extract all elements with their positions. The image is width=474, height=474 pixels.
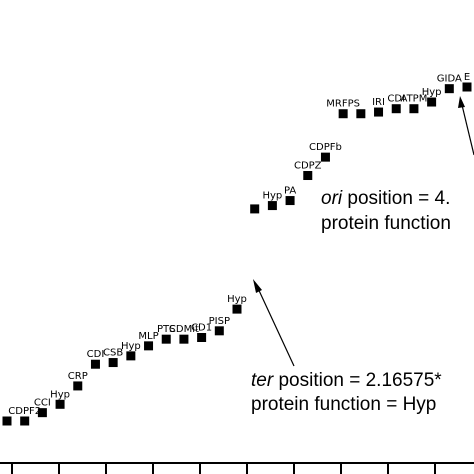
point-label: E [464,72,470,83]
ori-arrow-line [461,104,474,156]
data-point [338,109,348,119]
data-point [55,399,65,409]
point-label: Hyp [121,341,141,352]
point-label: MLP [138,331,158,342]
point-label: CRP [68,371,88,382]
data-point [409,104,419,114]
ori-arrow-head [458,96,465,108]
data-point [144,341,154,351]
ori-italic: ori [321,188,343,209]
annotations: ter position = 2.16575* protein function… [251,96,474,415]
ter-annotation-line1: ter position = 2.16575* [251,370,442,391]
data-point [444,84,454,94]
point-label: CDI [387,94,405,105]
data-point [90,359,100,369]
point-label: CDI [87,349,105,360]
x-ticks [11,463,436,474]
data-point [108,358,118,368]
data-point [285,196,295,206]
data-point [320,152,330,162]
point-label: Hyp [422,87,442,98]
point-label: Hyp [50,389,70,400]
point-label: CSB [103,348,123,359]
point-label: CCI [34,398,51,409]
ter-arrow-head [253,279,262,293]
data-point [303,171,313,181]
point-label: IRI [372,97,385,108]
data-point [126,351,136,361]
data-point [356,109,366,119]
point-label: Hyp [262,191,282,202]
data-point [232,304,242,314]
data-point [73,381,83,391]
point-label: ATPM [401,94,428,105]
point-label: CD1 [191,323,212,334]
data-point [37,408,47,418]
ter-annotation-line2: protein function = Hyp [251,394,436,415]
ter-italic: ter [251,370,274,391]
data-point [161,334,171,344]
ter-arrow-line [255,283,295,367]
point-labels: CDPF2CCIHypCRPCDICSBHypMLPPTSCDMitCD1PIS… [8,72,470,417]
data-point [374,107,384,117]
point-label: PTS [157,324,176,335]
data-point [197,333,207,342]
data-point [179,334,189,344]
ori-annotation-line1: ori position = 4. [321,188,450,209]
point-label: CDPZ [294,161,322,172]
ori-annotation-line2: protein function [321,213,451,234]
data-points [2,82,472,426]
point-label: Hyp [227,294,247,305]
point-label: GIDA [437,74,462,85]
data-point [214,326,224,336]
point-label: PA [284,186,296,197]
point-label: CDMit [169,324,199,335]
point-label: MRFPS [326,99,360,110]
data-point [2,416,12,426]
data-point [250,204,260,214]
ori-position-text: position = 4. [342,188,450,209]
data-point [391,104,401,114]
point-label: CDPF2 [8,406,41,417]
point-label: CDPFb [309,142,342,153]
data-point [462,82,472,92]
data-point [427,97,437,107]
plot-area: CDPF2CCIHypCRPCDICSBHypMLPPTSCDMitCD1PIS… [0,72,474,474]
point-label: PISP [209,316,230,327]
data-point [20,416,30,426]
data-point [267,201,277,211]
ter-position-text: position = 2.16575* [273,370,442,391]
